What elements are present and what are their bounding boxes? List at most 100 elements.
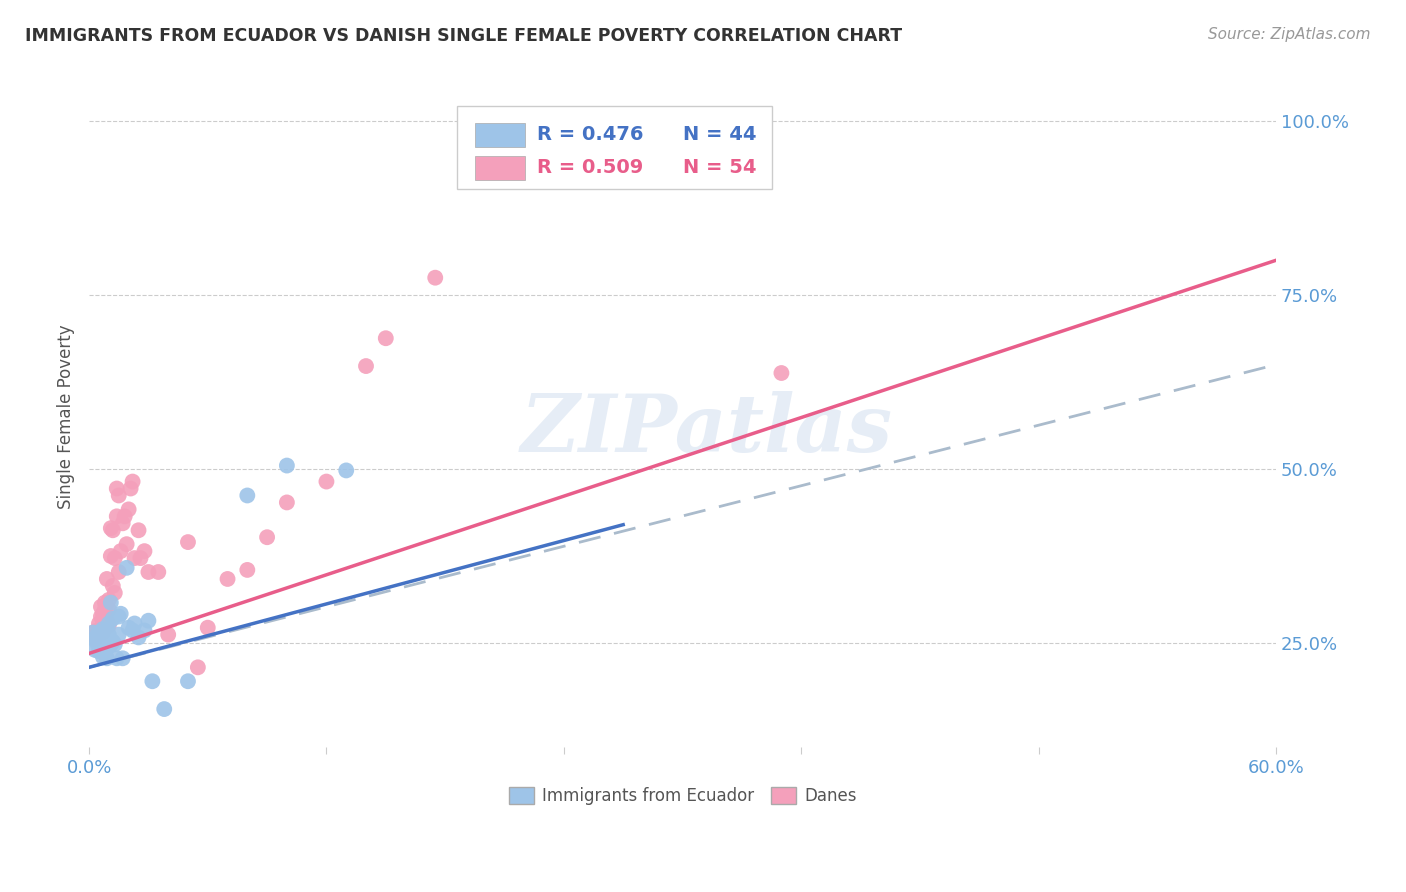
Point — [87, 636, 110, 650]
FancyBboxPatch shape — [475, 123, 524, 146]
Point — [84, 632, 107, 647]
Point — [425, 270, 447, 285]
Point — [84, 631, 107, 645]
Point — [87, 625, 110, 640]
Text: R = 0.476: R = 0.476 — [537, 125, 643, 145]
Point — [101, 612, 124, 626]
Point — [276, 495, 298, 509]
Point — [94, 602, 117, 616]
Point — [87, 616, 110, 631]
Point — [177, 674, 200, 689]
Point — [82, 625, 104, 640]
Point — [84, 643, 107, 657]
Point — [101, 579, 124, 593]
Point — [335, 463, 357, 477]
Point — [100, 521, 122, 535]
Point — [97, 616, 120, 631]
Point — [115, 561, 138, 575]
Point — [86, 629, 108, 643]
Point — [134, 624, 156, 638]
Y-axis label: Single Female Poverty: Single Female Poverty — [58, 325, 75, 509]
Point — [96, 614, 118, 628]
Point — [107, 609, 129, 624]
Point — [97, 618, 120, 632]
Point — [120, 482, 142, 496]
Point — [110, 544, 132, 558]
Point — [111, 651, 134, 665]
Point — [354, 359, 377, 373]
Point — [134, 544, 156, 558]
FancyBboxPatch shape — [457, 106, 772, 189]
Point — [217, 572, 239, 586]
Point — [157, 627, 180, 641]
Text: ZIPatlas: ZIPatlas — [520, 392, 893, 469]
Point — [117, 621, 139, 635]
Point — [197, 621, 219, 635]
Point — [84, 632, 107, 647]
Point — [90, 599, 112, 614]
Point — [770, 366, 793, 380]
Point — [91, 607, 114, 621]
Point — [138, 565, 160, 579]
Point — [105, 482, 128, 496]
Point — [91, 614, 114, 628]
Point — [148, 565, 170, 579]
Point — [111, 516, 134, 531]
Point — [315, 475, 337, 489]
Point — [100, 637, 122, 651]
Text: R = 0.509: R = 0.509 — [537, 158, 643, 178]
Text: IMMIGRANTS FROM ECUADOR VS DANISH SINGLE FEMALE POVERTY CORRELATION CHART: IMMIGRANTS FROM ECUADOR VS DANISH SINGLE… — [25, 27, 903, 45]
Point — [94, 637, 117, 651]
Point — [115, 537, 138, 551]
Point — [90, 640, 112, 654]
Point — [138, 614, 160, 628]
Point — [128, 523, 150, 537]
Point — [153, 702, 176, 716]
Point — [96, 624, 118, 638]
Point — [97, 602, 120, 616]
Point — [107, 488, 129, 502]
Point — [97, 640, 120, 654]
Point — [91, 625, 114, 640]
Point — [86, 636, 108, 650]
Point — [177, 535, 200, 549]
Point — [236, 488, 259, 502]
Point — [94, 596, 117, 610]
Point — [121, 475, 143, 489]
Point — [128, 631, 150, 645]
Point — [82, 625, 104, 640]
Point — [107, 627, 129, 641]
Point — [97, 592, 120, 607]
Point — [90, 609, 112, 624]
Point — [90, 634, 112, 648]
Point — [121, 624, 143, 638]
Point — [91, 622, 114, 636]
Point — [129, 551, 152, 566]
Text: N = 54: N = 54 — [682, 158, 756, 178]
Point — [96, 651, 118, 665]
Point — [104, 637, 127, 651]
Point — [105, 651, 128, 665]
Point — [87, 644, 110, 658]
Point — [104, 551, 127, 566]
Point — [276, 458, 298, 473]
Point — [124, 551, 146, 566]
Point — [97, 627, 120, 641]
Point — [96, 572, 118, 586]
Point — [124, 616, 146, 631]
Point — [114, 509, 136, 524]
Point — [141, 674, 163, 689]
FancyBboxPatch shape — [475, 156, 524, 179]
Point — [91, 649, 114, 664]
Legend: Immigrants from Ecuador, Danes: Immigrants from Ecuador, Danes — [502, 780, 863, 812]
Text: N = 44: N = 44 — [682, 125, 756, 145]
Point — [87, 625, 110, 640]
Point — [107, 565, 129, 579]
Point — [101, 634, 124, 648]
Point — [110, 607, 132, 621]
Point — [94, 625, 117, 640]
Point — [100, 549, 122, 563]
Point — [91, 640, 114, 654]
Text: Source: ZipAtlas.com: Source: ZipAtlas.com — [1208, 27, 1371, 42]
Point — [105, 509, 128, 524]
